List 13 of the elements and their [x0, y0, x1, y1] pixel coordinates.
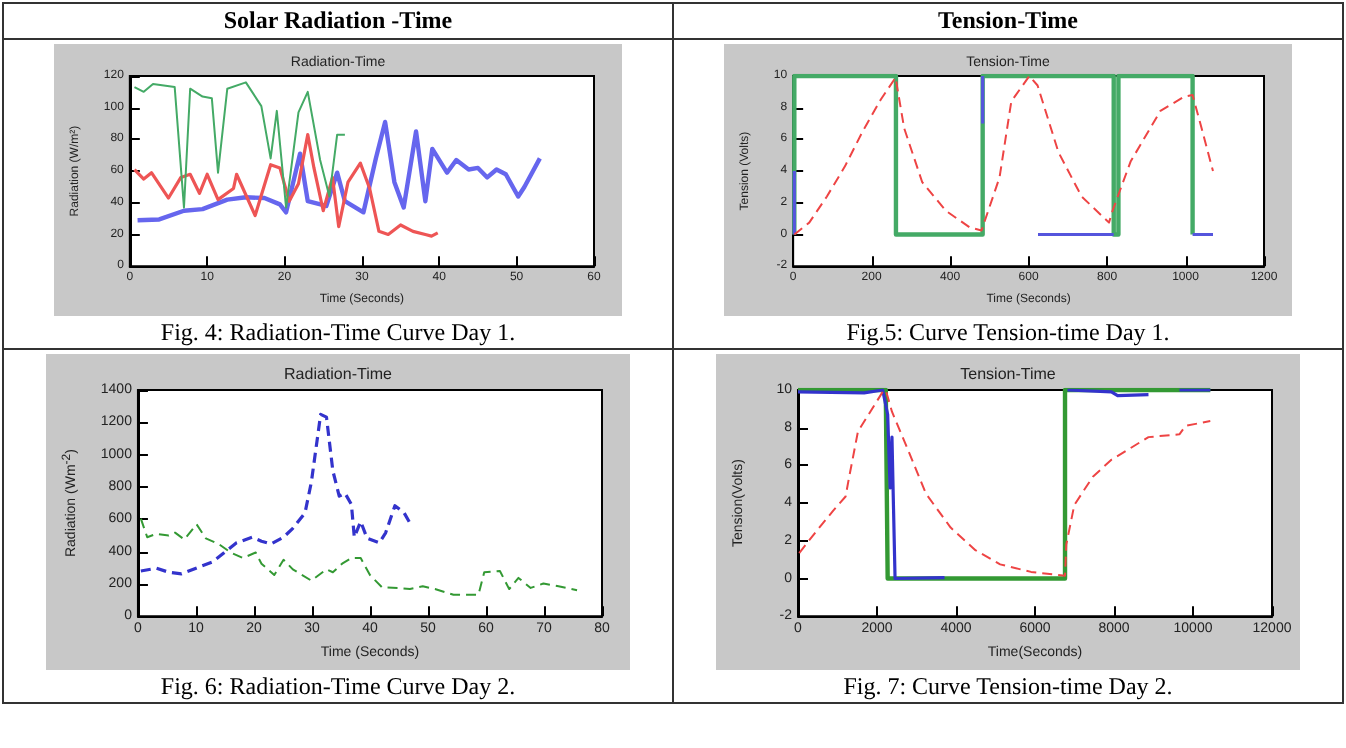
caption: Fig. 6: Radiation-Time Curve Day 2. [158, 670, 518, 702]
chart-title: Tension-Time [960, 365, 1057, 383]
line-series [135, 119, 543, 223]
chart-title: Radiation-Time [284, 365, 394, 383]
line-series [132, 133, 440, 238]
caption: Fig. 4: Radiation-Time Curve Day 1. [158, 316, 518, 348]
line-series [139, 517, 579, 596]
line-series [139, 412, 413, 576]
line-series [133, 81, 346, 209]
caption: Fig.5: Curve Tension-time Day 1. [844, 316, 1172, 348]
chart-subtitle: Solar Radiation -Time [3, 3, 673, 39]
caption: Fig. 7: Curve Tension-time Day 2. [841, 670, 1175, 702]
chart-subtitle: Tension-Time [673, 3, 1343, 39]
